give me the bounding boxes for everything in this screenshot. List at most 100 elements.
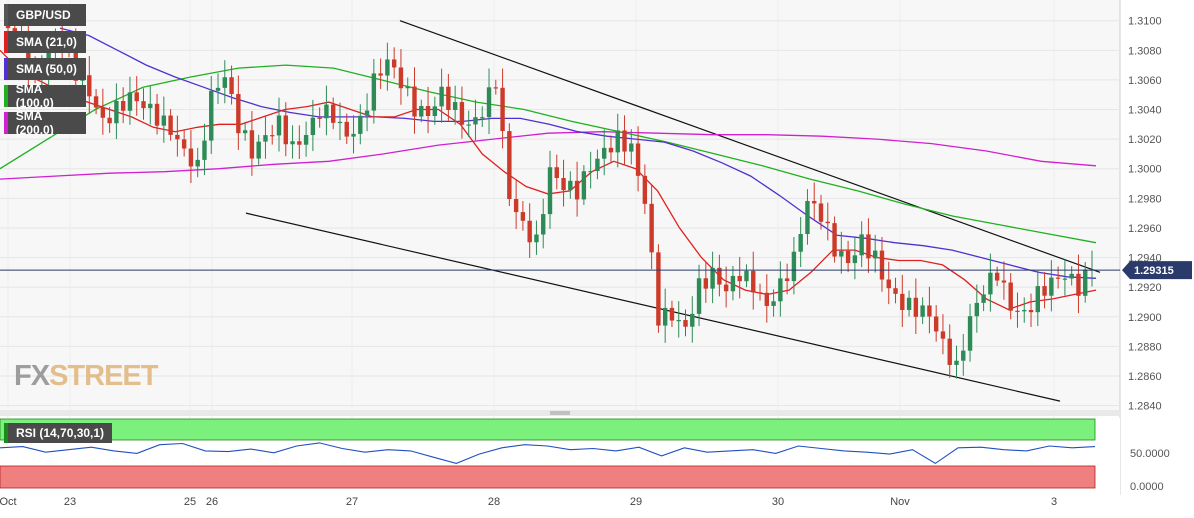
candle-body <box>276 115 282 136</box>
candle-body <box>581 171 587 200</box>
candle-body <box>1062 278 1068 280</box>
rsi-tick-lower: 0.0000 <box>1130 481 1164 493</box>
candle-body <box>988 272 993 295</box>
candle-body <box>690 313 695 327</box>
candle-body <box>669 307 675 321</box>
candle-body <box>493 87 498 89</box>
x-tick-label: 23 <box>64 496 76 508</box>
candle-body <box>215 87 221 91</box>
x-tick-label: Oct <box>0 496 17 508</box>
logo-fx: FX <box>14 360 50 392</box>
candle-body <box>757 292 763 294</box>
candle-body <box>568 180 573 191</box>
rsi-oversold-zone <box>0 465 1096 489</box>
candle-body <box>466 124 471 126</box>
candle-body <box>662 307 668 326</box>
candle-body <box>541 214 546 235</box>
candle-body <box>764 292 769 306</box>
legend-sma100-label: SMA (100,0) <box>15 82 54 110</box>
candle-body <box>344 121 349 137</box>
rsi-legend-label: RSI (14,70,30,1) <box>16 426 105 440</box>
candle-body <box>175 134 180 140</box>
candle-body <box>168 115 173 135</box>
legend-swatch <box>4 58 8 80</box>
y-tick-label: 1.2880 <box>1128 341 1162 353</box>
candle-body <box>297 141 302 145</box>
current-price-tag <box>1122 261 1192 280</box>
x-tick-label: Nov <box>890 496 910 508</box>
candle-body <box>358 115 363 134</box>
candle-body <box>371 73 377 111</box>
candle-body <box>602 147 607 159</box>
legend-swatch <box>4 112 8 134</box>
candle-body <box>513 199 519 213</box>
candle-body <box>114 100 119 124</box>
channel-lower-line <box>245 212 1061 402</box>
candle-body <box>825 221 830 224</box>
candle-body <box>1015 310 1020 312</box>
candle-body <box>1035 286 1040 313</box>
candle-body <box>351 133 356 137</box>
legend-sma50-label: SMA (50,0) <box>16 62 77 76</box>
candle-body <box>188 148 194 167</box>
candle-body <box>1076 273 1081 296</box>
candle-body <box>994 272 1000 281</box>
candle-body <box>974 302 980 317</box>
y-tick-label: 1.2860 <box>1128 371 1162 383</box>
y-tick-label: 1.3020 <box>1128 134 1162 146</box>
candle-body <box>737 275 742 282</box>
candle-body <box>595 158 600 172</box>
candle-body <box>364 110 370 116</box>
panel-splitter <box>0 410 1120 416</box>
x-tick-label: 30 <box>772 496 784 508</box>
candle-body <box>283 115 288 145</box>
candle-body <box>290 141 295 145</box>
candle-body <box>771 301 776 306</box>
candle-body <box>527 220 532 243</box>
legend-swatch <box>4 4 8 26</box>
sma50-line <box>59 27 1097 279</box>
candle-body <box>940 331 946 339</box>
legend-swatch <box>4 423 8 443</box>
candle-body <box>588 171 593 173</box>
candle-body <box>561 177 566 191</box>
candle-body <box>906 297 912 311</box>
candle-body <box>608 147 614 153</box>
legend-sma50: SMA (50,0) <box>4 58 86 80</box>
y-tick-label: 1.3000 <box>1128 164 1162 176</box>
legend-sma21-label: SMA (21,0) <box>16 35 77 49</box>
candle-body <box>1001 280 1007 283</box>
candle-body <box>452 102 458 110</box>
legend-symbol-label: GBP/USD <box>16 8 71 22</box>
candle-body <box>100 107 106 118</box>
y-tick-label: 1.2960 <box>1128 223 1162 235</box>
candle-body <box>148 103 153 109</box>
price-panel: 1.3100 1.3080 1.3060 1.3040 1.3020 1.3000 1.29… <box>0 0 1192 495</box>
legend-swatch <box>4 85 8 107</box>
candle-body <box>134 92 139 102</box>
x-tick-label: 27 <box>346 496 358 508</box>
rsi-overbought-zone <box>0 418 1096 441</box>
candle-body <box>574 180 580 200</box>
candle-body <box>784 278 790 282</box>
y-tick-label: 1.2840 <box>1128 401 1162 413</box>
candle-body <box>154 103 160 126</box>
candle-body <box>710 267 715 289</box>
candle-body <box>791 251 797 282</box>
candle-body <box>202 140 207 160</box>
candle-body <box>723 284 729 292</box>
candle-body <box>391 59 397 68</box>
candle-body <box>331 104 336 123</box>
candle-body <box>798 234 803 252</box>
rsi-legend: RSI (14,70,30,1) <box>4 423 113 443</box>
y-tick-label: 1.2900 <box>1128 312 1162 324</box>
candle-body <box>642 175 648 204</box>
candle-body <box>859 234 864 256</box>
candle-body <box>337 121 343 124</box>
candle-body <box>635 143 641 176</box>
candle-body <box>778 278 783 302</box>
sma200-line <box>0 131 1097 180</box>
price-panel-bg <box>0 0 1120 410</box>
candle-body <box>629 143 634 152</box>
